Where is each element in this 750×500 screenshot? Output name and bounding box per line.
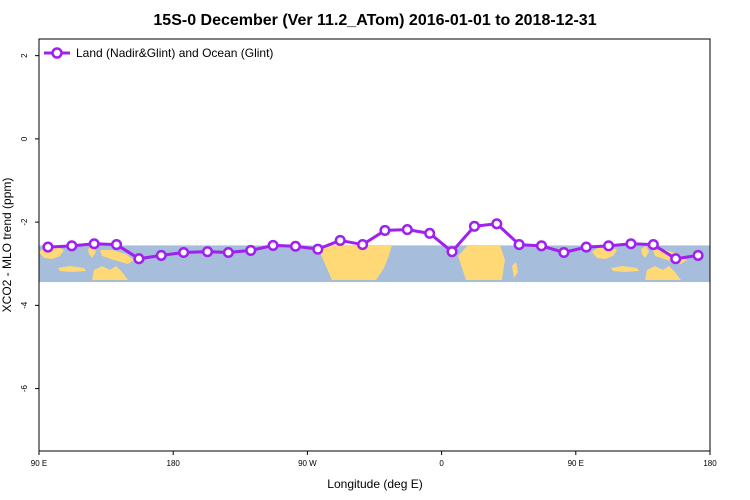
y-tick-label: 2 (20, 53, 29, 58)
data-point (289, 240, 302, 252)
data-point (670, 253, 682, 265)
data-point (558, 246, 570, 259)
land-south-america (320, 245, 392, 280)
data-point (692, 249, 704, 261)
data-point (580, 241, 592, 253)
data-point (446, 246, 458, 258)
data-point (625, 238, 637, 250)
data-point (468, 220, 480, 232)
x-axis: 90 E 180 90 W 0 90 E 180 (31, 451, 717, 468)
legend-label: Land (Nadir&Glint) and Ocean (Glint) (76, 46, 273, 60)
x-tick-label: 90 W (298, 459, 317, 468)
land-australia-north-left (92, 266, 128, 280)
y-tick-label: -4 (20, 301, 29, 309)
y-axis: 2 0 -2 -4 -6 (20, 53, 39, 392)
y-tick-label: -2 (20, 218, 29, 226)
data-point (312, 243, 324, 255)
land-australia-north-right (645, 266, 681, 280)
data-point (424, 227, 436, 239)
data-point (603, 240, 615, 252)
y-axis-label: XCO2 - MLO trend (ppm) (0, 178, 14, 313)
data-point (334, 234, 346, 246)
data-point (222, 246, 234, 259)
land-java-left (58, 266, 86, 272)
x-tick-label: 180 (703, 459, 717, 468)
land-sulawesi-right (641, 246, 649, 258)
data-point (513, 239, 525, 251)
land-africa (458, 245, 505, 280)
data-point (133, 253, 145, 265)
land-shapes (39, 245, 687, 280)
data-point (66, 240, 78, 252)
y-tick-label: -6 (20, 384, 29, 392)
x-tick-label: 180 (167, 459, 181, 468)
land-newguinea-left (100, 250, 134, 264)
data-point (155, 249, 167, 261)
data-point (647, 239, 659, 251)
land-java-right (611, 266, 639, 272)
data-point (357, 239, 369, 251)
x-axis-label: Longitude (deg E) (327, 477, 422, 491)
data-point (401, 224, 413, 236)
data-point (201, 246, 214, 258)
data-point (110, 239, 123, 251)
data-point (535, 240, 548, 252)
y-tick-label: 0 (20, 136, 29, 141)
x-tick-label: 90 E (568, 459, 584, 468)
plot-frame (38, 38, 711, 452)
land-madagascar (512, 262, 518, 278)
data-point (491, 218, 503, 230)
x-tick-label: 0 (439, 459, 444, 468)
data-point (88, 238, 100, 250)
data-point (245, 244, 257, 256)
data-point (379, 224, 391, 236)
legend: Land (Nadir&Glint) and Ocean (Glint) (44, 46, 273, 60)
legend-marker (51, 47, 63, 59)
data-point (267, 239, 279, 251)
series-group (42, 218, 704, 265)
map-band (39, 245, 710, 283)
chart-title: 15S-0 December (Ver 11.2_ATom) 2016-01-0… (153, 12, 596, 29)
x-tick-label: 90 E (31, 459, 47, 468)
data-point (42, 241, 54, 253)
data-point (178, 246, 190, 259)
